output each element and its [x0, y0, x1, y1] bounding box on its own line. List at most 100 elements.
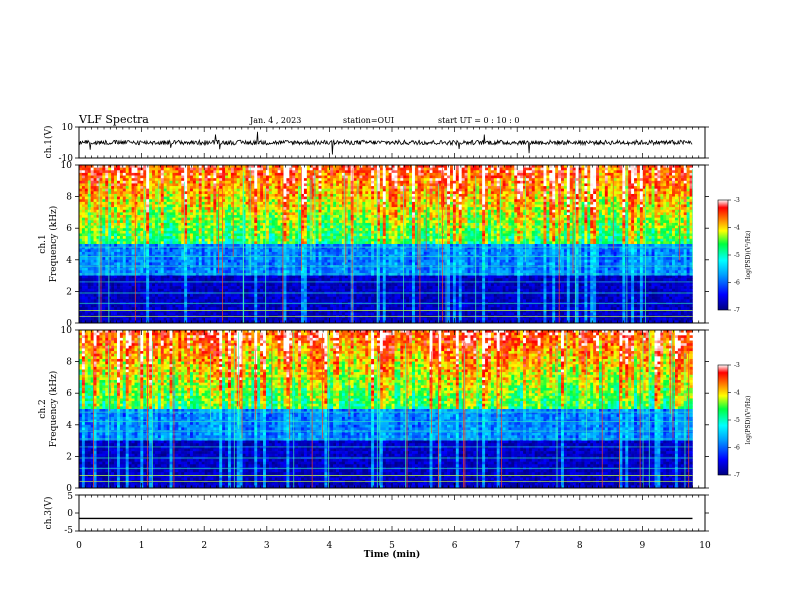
spectrogram-cell: [292, 191, 295, 194]
spectrogram-cell: [132, 262, 135, 265]
spectrogram-cell: [167, 299, 170, 302]
spectrogram-cell: [240, 181, 243, 184]
spectrogram-cell: [295, 305, 298, 308]
spectrogram-cell: [199, 318, 202, 321]
spectrogram-cell: [175, 173, 178, 176]
spectrogram-cell: [143, 286, 146, 289]
spectrogram-cell: [82, 189, 85, 192]
spectrogram-cell: [246, 189, 249, 192]
spectrogram-cell: [161, 294, 164, 297]
spectrogram-cell: [149, 207, 152, 210]
spectrogram-cell: [213, 284, 216, 287]
spectrogram-cell: [208, 178, 211, 181]
spectrogram-cell: [161, 244, 164, 247]
spectrogram-cell: [216, 194, 219, 197]
spectrogram-cell: [114, 260, 117, 263]
spectrogram-cell: [213, 273, 216, 276]
spectrogram-cell: [281, 220, 284, 223]
spectrogram-cell: [213, 228, 216, 231]
spectrogram-cell: [257, 299, 260, 302]
spectrogram-cell: [184, 294, 187, 297]
spectrogram-cell: [94, 233, 97, 236]
spectrogram-cell: [292, 260, 295, 263]
spectrogram-cell: [102, 262, 105, 265]
spectrogram-cell: [129, 178, 132, 181]
spectrogram-cell: [82, 228, 85, 231]
spectrogram-cell: [170, 170, 173, 173]
spectrogram-cell: [283, 181, 286, 184]
spectrogram-cell: [269, 220, 272, 223]
spectrogram-cell: [292, 205, 295, 208]
spectrogram-cell: [251, 249, 254, 252]
spectrogram-cell: [202, 297, 205, 300]
spectrogram-cell: [114, 231, 117, 234]
spectrogram-cell: [137, 299, 140, 302]
spectrogram-cell: [82, 252, 85, 255]
spectrogram-cell: [213, 249, 216, 252]
spectrogram-cell: [161, 268, 164, 271]
spectrogram-cell: [82, 318, 85, 321]
spectrogram-cell: [126, 307, 129, 310]
spectrogram-cell: [164, 260, 167, 263]
spectrogram-cell: [146, 276, 149, 279]
spectrogram-cell: [295, 297, 298, 300]
spectrogram-cell: [213, 257, 216, 260]
spectrogram-cell: [184, 307, 187, 310]
spectrogram-cell: [85, 286, 88, 289]
spectrogram-cell: [202, 255, 205, 258]
spectrogram-cell: [190, 205, 193, 208]
spectrogram-cell: [126, 276, 129, 279]
spectrogram-cell: [234, 205, 237, 208]
spectrogram-cell: [216, 191, 219, 194]
spectrogram-cell: [289, 170, 292, 173]
spectrogram-cell: [94, 270, 97, 273]
spectrogram-cell: [275, 178, 278, 181]
spectrogram-cell: [161, 205, 164, 208]
spectrogram-cell: [246, 202, 249, 205]
spectrogram-cell: [82, 268, 85, 271]
spectrogram-cell: [140, 249, 143, 252]
spectrogram-cell: [184, 284, 187, 287]
spectrogram-cell: [167, 262, 170, 265]
spectrogram-cell: [234, 186, 237, 189]
spectrogram-cell: [269, 233, 272, 236]
spectrogram-cell: [237, 284, 240, 287]
spectrogram-cell: [237, 220, 240, 223]
spectrogram-cell: [120, 294, 123, 297]
spectrogram-cell: [114, 241, 117, 244]
spectrogram-cell: [199, 233, 202, 236]
spectrogram-cell: [193, 170, 196, 173]
spectrogram-cell: [132, 202, 135, 205]
spectrogram-cell: [120, 299, 123, 302]
spectrogram-cell: [88, 284, 91, 287]
spectrogram-cell: [234, 249, 237, 252]
spectrogram-cell: [266, 189, 269, 192]
spectrogram-cell: [257, 281, 260, 284]
spectrogram-cell: [184, 281, 187, 284]
spectrogram-cell: [283, 212, 286, 215]
spectrogram-cell: [202, 220, 205, 223]
spectrogram-cell: [126, 199, 129, 202]
spectrogram-cell: [275, 312, 278, 315]
spectrogram-cell: [225, 262, 228, 265]
spectrogram-cell: [292, 297, 295, 300]
spectrogram-cell: [187, 228, 190, 231]
spectrogram-cell: [161, 233, 164, 236]
spectrogram-cell: [202, 181, 205, 184]
spectrogram-cell: [187, 260, 190, 263]
spectrogram-cell: [225, 312, 228, 315]
spectrogram-cell: [187, 218, 190, 221]
spectrogram-cell: [208, 255, 211, 258]
spectrogram-cell: [199, 268, 202, 271]
spectrogram-cell: [140, 168, 143, 171]
spectrogram-cell: [190, 284, 193, 287]
spectrogram-cell: [161, 289, 164, 292]
spectrogram-cell: [170, 176, 173, 179]
spectrogram-cell: [137, 241, 140, 244]
spectrogram-cell: [219, 299, 222, 302]
spectrogram-cell: [82, 176, 85, 179]
spectrogram-cell: [295, 289, 298, 292]
spectrogram-cell: [132, 249, 135, 252]
spectrogram-cell: [219, 270, 222, 273]
spectrogram-cell: [94, 265, 97, 268]
